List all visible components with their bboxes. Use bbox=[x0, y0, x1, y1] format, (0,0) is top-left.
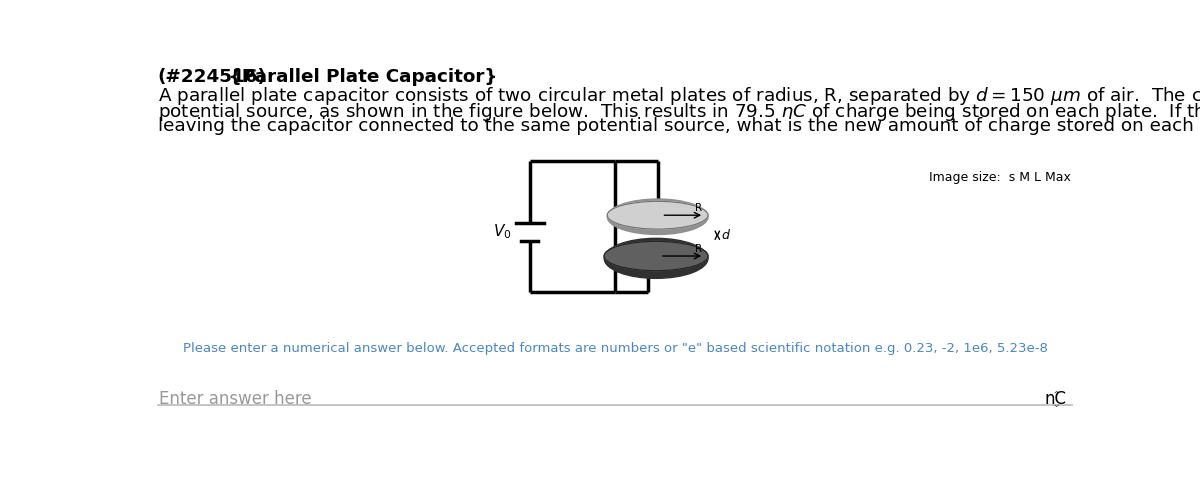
Text: potential source, as shown in the figure below.  This results in $79.5\ nC$ of c: potential source, as shown in the figure… bbox=[157, 101, 1200, 123]
Text: ⌃
⌄: ⌃ ⌄ bbox=[1052, 390, 1062, 409]
Text: $V_0$: $V_0$ bbox=[493, 222, 512, 241]
Text: A parallel plate capacitor consists of two circular metal plates of radius, R, s: A parallel plate capacitor consists of t… bbox=[157, 85, 1200, 107]
Ellipse shape bbox=[607, 201, 708, 229]
Text: {Parallel Plate Capacitor}: {Parallel Plate Capacitor} bbox=[216, 68, 497, 86]
Ellipse shape bbox=[604, 241, 708, 271]
Text: (#224516): (#224516) bbox=[157, 68, 266, 86]
Text: leaving the capacitor connected to the same potential source, what is the new am: leaving the capacitor connected to the s… bbox=[157, 118, 1200, 135]
Text: Please enter a numerical answer below. Accepted formats are numbers or "e" based: Please enter a numerical answer below. A… bbox=[182, 342, 1048, 355]
Ellipse shape bbox=[607, 199, 708, 235]
Text: Image size:  s M L Max: Image size: s M L Max bbox=[929, 171, 1070, 185]
Text: nC: nC bbox=[1045, 390, 1067, 408]
Text: d: d bbox=[721, 229, 730, 242]
Text: R: R bbox=[696, 244, 702, 254]
Ellipse shape bbox=[604, 239, 708, 278]
Text: Enter answer here: Enter answer here bbox=[160, 390, 312, 408]
Text: R: R bbox=[696, 203, 702, 213]
